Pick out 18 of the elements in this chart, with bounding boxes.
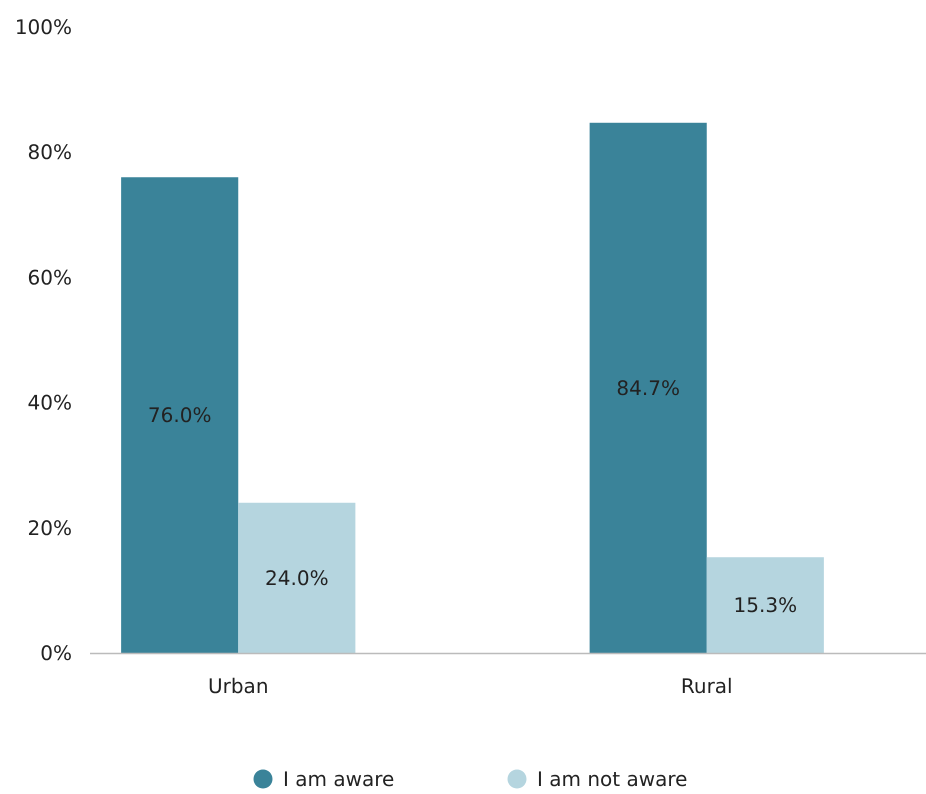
bar [590,122,707,653]
y-tick-label: 20% [28,516,72,540]
y-tick-label: 40% [28,390,72,415]
data-label: 24.0% [265,566,329,590]
bar [121,177,238,653]
y-tick-label: 80% [28,140,72,164]
bar [706,557,824,653]
x-tick-label: Rural [680,674,733,698]
x-tick-label: Urban [208,674,268,698]
legend-label: I am aware [283,767,394,791]
legend-label: I am not aware [537,767,688,791]
y-tick-label: 0% [40,641,72,665]
y-tick-label: 100% [14,15,72,39]
bar [238,502,356,653]
data-label: 84.7% [616,376,680,400]
y-tick-label: 60% [28,265,72,290]
data-label: 15.3% [734,593,798,618]
data-label: 76.0% [148,403,212,428]
